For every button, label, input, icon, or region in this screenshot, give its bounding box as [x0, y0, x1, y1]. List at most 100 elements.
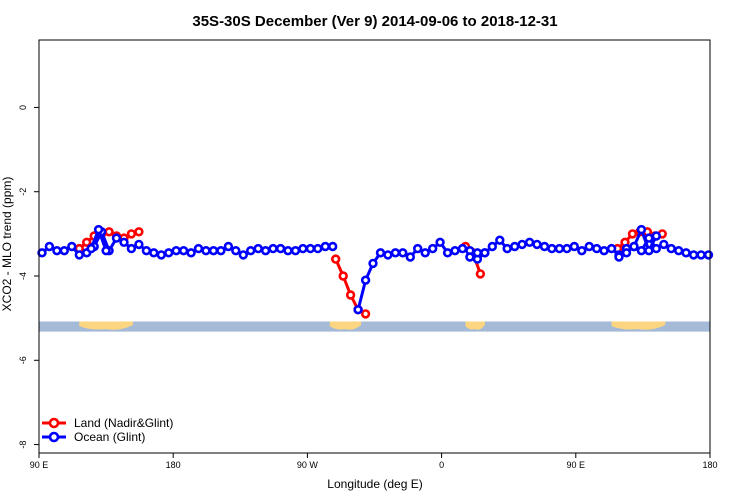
data-point-ocean-5-4: [636, 224, 647, 235]
data-point-ocean-4-2: [472, 248, 483, 258]
x-axis-label: Longitude (deg E): [327, 477, 422, 491]
land-segment-2: [329, 321, 362, 330]
data-point-ocean-1-34: [283, 246, 293, 256]
data-point-ocean-2-30: [569, 241, 579, 252]
data-point-land-4-3: [627, 229, 638, 239]
data-point-ocean-5-5: [644, 246, 654, 256]
data-point-land-2-2: [338, 271, 348, 281]
data-point-ocean-2-47: [696, 250, 706, 260]
data-point-ocean-1-4: [59, 246, 70, 256]
series-ocean: [37, 224, 714, 315]
data-point-ocean-1-16: [149, 248, 159, 258]
data-point-land-1-2: [81, 237, 92, 248]
plot-frame: [38, 39, 711, 454]
data-point-ocean-2-9: [413, 243, 423, 254]
x-tick-label-6: 180: [702, 460, 717, 470]
data-point-ocean-1-25: [216, 246, 226, 256]
series-line-land-2: [334, 258, 367, 316]
data-point-ocean-2-22: [510, 241, 520, 252]
data-point-ocean-1-11: [111, 233, 122, 243]
data-point-ocean-1-38: [313, 243, 323, 254]
y-axis-label: XCO2 - MLO trend (ppm): [0, 177, 14, 312]
data-point-ocean-2-6: [390, 248, 401, 258]
data-point-ocean-1-2: [44, 241, 55, 252]
data-point-ocean-2-39: [636, 246, 647, 256]
data-point-ocean-1-37: [305, 243, 316, 254]
data-point-ocean-2-12: [435, 237, 445, 248]
data-point-ocean-1-3: [52, 246, 62, 256]
legend-label-ocean: Ocean (Glint): [74, 430, 145, 444]
data-point-land-1-8: [126, 229, 137, 239]
data-point-ocean-2-23: [517, 239, 527, 250]
data-point-ocean-2-4: [375, 248, 386, 258]
data-point-ocean-1-31: [260, 246, 271, 256]
data-point-ocean-5-3: [629, 241, 639, 252]
data-point-ocean-2-33: [591, 243, 602, 254]
data-point-ocean-2-26: [539, 241, 550, 252]
data-point-ocean-2-21: [502, 243, 512, 254]
data-point-ocean-2-19: [487, 241, 497, 252]
land-ocean-band: [39, 321, 710, 332]
data-point-ocean-1-1: [37, 248, 47, 258]
data-point-ocean-2-10: [420, 248, 430, 258]
data-point-ocean-3-1: [86, 243, 96, 254]
data-point-land-1-5: [104, 227, 114, 237]
y-tick-label-2: -2: [18, 188, 28, 196]
data-point-ocean-3-3: [101, 246, 111, 256]
data-point-ocean-2-8: [405, 252, 415, 262]
data-point-ocean-2-1: [353, 305, 363, 315]
data-point-ocean-1-39: [320, 241, 330, 252]
data-point-ocean-2-35: [606, 243, 617, 254]
legend-marker-ocean: [48, 431, 60, 443]
y-tick-label-3: -4: [18, 272, 28, 280]
y-tick-label-5: -8: [18, 441, 28, 449]
data-point-ocean-1-27: [231, 246, 241, 256]
data-point-ocean-2-14: [450, 246, 460, 256]
data-point-land-2-3: [345, 290, 356, 300]
data-point-ocean-4-1: [465, 252, 475, 262]
data-point-ocean-1-35: [290, 246, 301, 256]
legend: Land (Nadir&Glint)Ocean (Glint): [42, 416, 173, 444]
land-segment-4: [611, 321, 666, 330]
data-point-ocean-1-32: [268, 243, 278, 254]
data-point-land-3-3: [475, 269, 486, 279]
data-point-ocean-2-25: [532, 239, 542, 250]
data-point-ocean-2-3: [368, 258, 378, 269]
data-point-ocean-1-22: [193, 243, 204, 254]
data-point-ocean-1-20: [178, 246, 189, 256]
data-point-ocean-1-40: [328, 241, 338, 252]
data-point-ocean-3-2: [93, 224, 104, 235]
y-tick-label-4: -6: [18, 356, 28, 364]
data-point-ocean-1-18: [164, 248, 174, 258]
data-point-ocean-1-33: [275, 243, 286, 254]
data-point-ocean-2-48: [703, 250, 714, 260]
data-point-ocean-2-42: [659, 239, 669, 250]
data-point-ocean-5-1: [614, 252, 624, 262]
data-point-ocean-2-24: [524, 237, 535, 248]
ocean-band: [39, 321, 710, 332]
data-point-ocean-1-19: [171, 246, 181, 256]
x-tick-label-2: 180: [166, 460, 181, 470]
data-point-ocean-1-36: [298, 243, 308, 254]
x-tick-label-4: 0: [439, 460, 444, 470]
data-point-ocean-1-21: [186, 248, 196, 258]
data-point-ocean-2-5: [383, 250, 393, 260]
data-point-ocean-5-6: [651, 231, 661, 241]
data-point-ocean-2-28: [554, 243, 565, 254]
data-point-ocean-2-44: [673, 246, 684, 256]
data-point-ocean-1-26: [223, 241, 234, 252]
data-point-land-2-1: [331, 254, 341, 264]
data-point-ocean-1-12: [119, 237, 129, 248]
data-point-ocean-1-28: [238, 250, 249, 260]
data-point-ocean-1-14: [134, 239, 144, 250]
data-point-ocean-1-23: [201, 246, 211, 256]
data-point-ocean-2-32: [584, 241, 594, 252]
data-point-ocean-2-46: [688, 250, 699, 260]
data-point-ocean-2-13: [442, 248, 453, 258]
legend-marker-land: [48, 417, 60, 429]
x-tick-label-5: 90 E: [567, 460, 586, 470]
data-point-ocean-2-34: [599, 246, 609, 256]
land-segment-3: [465, 321, 485, 330]
series-layer: [37, 224, 714, 319]
data-point-ocean-1-6: [74, 250, 85, 260]
